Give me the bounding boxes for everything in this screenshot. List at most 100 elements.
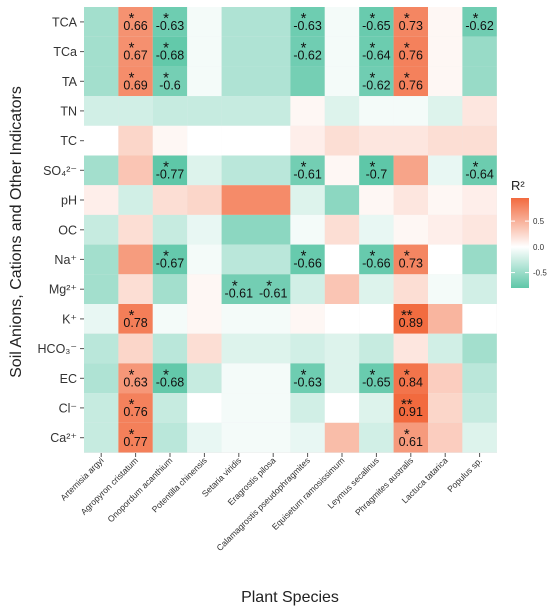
x-tick-label: Agropyron cristatum (79, 455, 140, 516)
cell-value-label: -0.65 (362, 19, 391, 33)
heatmap-cell (187, 36, 222, 67)
heatmap-cell (290, 422, 325, 453)
cell-value-label: -0.67 (156, 257, 185, 271)
heatmap-cell (428, 155, 463, 186)
heatmap-cell (118, 36, 153, 67)
heatmap-cell (428, 36, 463, 67)
cell-value-label: -0.62 (293, 49, 322, 63)
heatmap-cell (462, 185, 497, 215)
cell-value-label: -0.6 (159, 78, 181, 92)
heatmap-cell (290, 155, 325, 186)
significance-star: * (129, 366, 135, 383)
heatmap-cell (324, 36, 360, 67)
cell-value-label: -0.62 (362, 78, 391, 92)
heatmap-cell (256, 274, 291, 304)
y-tick-label: EC (60, 372, 77, 386)
heatmap-cell (84, 185, 119, 215)
legend-tick-label: 0.5 (533, 217, 545, 226)
heatmap-cell (393, 363, 428, 394)
heatmap-cell (256, 96, 291, 126)
heatmap-cell (462, 7, 497, 37)
significance-star: * (301, 366, 307, 383)
heatmap-cell (152, 393, 188, 423)
heatmap-cell (393, 155, 428, 186)
heatmap-cell (187, 333, 222, 364)
significance-star: ** (401, 396, 413, 413)
cell-value-label: 0.77 (123, 435, 147, 449)
heatmap-cell (359, 96, 394, 126)
heatmap-cell (256, 304, 291, 334)
heatmap-cell (290, 66, 325, 97)
heatmap-cell (221, 304, 256, 334)
y-tick-label: K⁺ (62, 312, 77, 326)
cell-value-label: -0.63 (156, 19, 185, 33)
heatmap-cell (290, 214, 325, 245)
heatmap-cell (84, 36, 119, 67)
heatmap-cell (256, 185, 291, 215)
heatmap-cell (428, 96, 463, 126)
heatmap-cell (221, 244, 256, 275)
cell-value-label: -0.66 (293, 257, 322, 271)
heatmap-cell (428, 274, 463, 304)
heatmap-cell (187, 7, 222, 37)
y-axis-label: Soil Anions, Cations and Other Indicator… (8, 86, 25, 378)
heatmap-cell (359, 274, 394, 304)
significance-star: * (369, 10, 375, 27)
heatmap-cell (462, 36, 497, 67)
heatmap-cell (187, 274, 222, 304)
heatmap-cell (428, 7, 463, 37)
heatmap-cell (84, 214, 119, 245)
heatmap-cell (84, 333, 119, 364)
heatmap-cell (428, 244, 463, 275)
significance-star: * (369, 69, 375, 86)
significance-star: * (404, 248, 410, 265)
heatmap-cell (462, 96, 497, 126)
heatmap-cell (393, 304, 428, 334)
heatmap-cell (290, 7, 325, 37)
cell-value-label: -0.65 (362, 375, 391, 389)
cell-value-label: -0.68 (156, 375, 185, 389)
heatmap-cell (118, 125, 153, 156)
cell-value-label: -0.63 (293, 19, 322, 33)
legend: R² 0.5 0.0 -0.5 (511, 178, 547, 288)
heatmap-cell (359, 7, 394, 37)
heatmap-cell (290, 36, 325, 67)
heatmap-cell (84, 422, 119, 453)
significance-star: * (473, 159, 479, 176)
significance-star: * (129, 307, 135, 324)
significance-star: * (163, 159, 169, 176)
cell-value-label: -0.7 (366, 168, 388, 182)
heatmap-cell (324, 155, 360, 186)
significance-star: * (301, 248, 307, 265)
y-tick-label: HCO₃⁻ (38, 342, 77, 356)
heatmap-cell (462, 214, 497, 245)
heatmap-cell (84, 393, 119, 423)
y-tick-label: TA (62, 75, 78, 89)
heatmap-cell (221, 214, 256, 245)
significance-star: * (163, 366, 169, 383)
significance-star: * (369, 40, 375, 57)
heatmap-cell (221, 125, 256, 156)
heatmap-cell (256, 363, 291, 394)
y-tick-label: Ca²⁺ (50, 431, 77, 445)
heatmap-cell (393, 96, 428, 126)
heatmap-cell (462, 333, 497, 364)
heatmap-cell (290, 333, 325, 364)
heatmap-cells (84, 7, 497, 453)
cell-value-label: 0.89 (399, 316, 423, 330)
significance-star: * (301, 40, 307, 57)
heatmap-cell (152, 244, 188, 275)
y-tick-label: pH (61, 194, 77, 208)
cell-value-label: 0.63 (123, 375, 147, 389)
heatmap-cell (324, 333, 360, 364)
heatmap-cell (152, 155, 188, 186)
cell-value-label: -0.68 (156, 49, 185, 63)
heatmap-cell (393, 36, 428, 67)
heatmap-cell (187, 363, 222, 394)
cell-value-label: 0.91 (399, 405, 423, 419)
heatmap-cell (221, 96, 256, 126)
heatmap-cell (428, 422, 463, 453)
heatmap-cell (359, 393, 394, 423)
heatmap-cell (221, 155, 256, 186)
